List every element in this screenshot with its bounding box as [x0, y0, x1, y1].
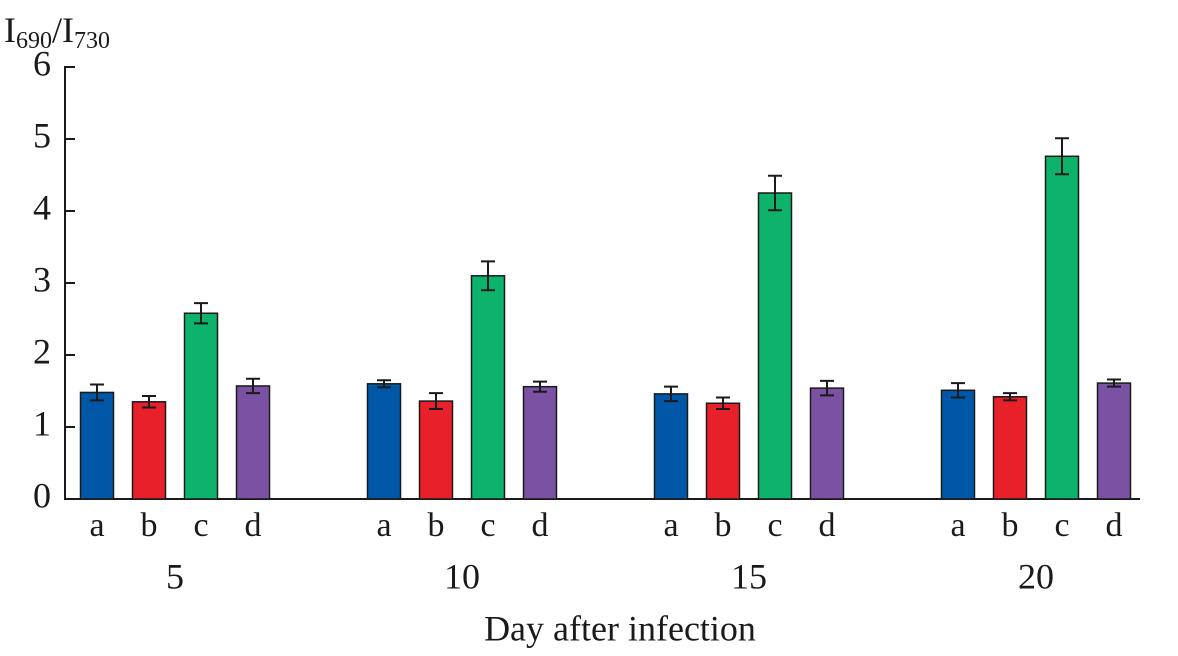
- bar-label: b: [141, 507, 158, 544]
- y-tick-label: 3: [33, 259, 51, 299]
- bar: [1096, 382, 1132, 500]
- error-bar: [429, 392, 443, 410]
- bar: [470, 275, 506, 500]
- bar-label: a: [663, 507, 678, 544]
- bar: [131, 401, 167, 500]
- bar-label: b: [1002, 507, 1019, 544]
- y-tick-label: 1: [33, 403, 51, 443]
- error-bar: [664, 385, 678, 403]
- error-bar: [90, 383, 104, 402]
- error-bar: [194, 302, 208, 325]
- error-bar: [1003, 392, 1017, 402]
- bar-label: d: [532, 507, 549, 544]
- error-bar: [716, 396, 730, 410]
- bar: [940, 389, 976, 500]
- bar-label: b: [428, 507, 445, 544]
- bar-label: d: [245, 507, 262, 544]
- y-label-sub: 690: [16, 28, 52, 54]
- error-bar: [533, 380, 547, 393]
- bar: [522, 385, 558, 500]
- bar: [235, 385, 271, 500]
- bar: [79, 391, 115, 500]
- bar-label: c: [1054, 507, 1069, 544]
- bar: [418, 400, 454, 500]
- y-tick-label: 6: [33, 43, 51, 83]
- y-tick-label: 0: [33, 475, 51, 515]
- bar: [366, 383, 402, 500]
- y-tick-label: 2: [33, 331, 51, 371]
- error-bar: [377, 379, 391, 389]
- bar-label: c: [480, 507, 495, 544]
- error-bar: [951, 382, 965, 399]
- error-bar: [246, 377, 260, 395]
- x-axis-label: Day after infection: [484, 608, 756, 648]
- bar-label: d: [819, 507, 836, 544]
- bar: [992, 396, 1028, 500]
- error-bar: [768, 174, 782, 212]
- bar-label: c: [193, 507, 208, 544]
- y-tick-label: 5: [33, 115, 51, 155]
- bar: [705, 402, 741, 500]
- bar: [183, 312, 219, 500]
- group-label: 15: [731, 556, 767, 596]
- error-bar: [1055, 137, 1069, 176]
- y-label-part: I: [4, 10, 16, 50]
- y-tick-label: 4: [33, 187, 51, 227]
- group-label: 20: [1018, 556, 1054, 596]
- bar: [1044, 155, 1080, 500]
- error-bar: [1107, 378, 1121, 388]
- error-bar: [142, 395, 156, 409]
- bar-label: a: [950, 507, 965, 544]
- y-axis-label: I690/I730: [4, 10, 110, 53]
- y-label-sub: 730: [74, 28, 110, 54]
- bar-label: c: [767, 507, 782, 544]
- bar-label: d: [1106, 507, 1123, 544]
- y-label-part: /I: [52, 10, 74, 50]
- bar: [809, 387, 845, 500]
- error-bar: [820, 379, 834, 397]
- error-bar: [481, 260, 495, 292]
- bar-label: a: [89, 507, 104, 544]
- bar-label: b: [715, 507, 732, 544]
- bar: [653, 393, 689, 500]
- bar: [757, 192, 793, 500]
- bar-label: a: [376, 507, 391, 544]
- group-label: 5: [166, 556, 184, 596]
- group-label: 10: [444, 556, 480, 596]
